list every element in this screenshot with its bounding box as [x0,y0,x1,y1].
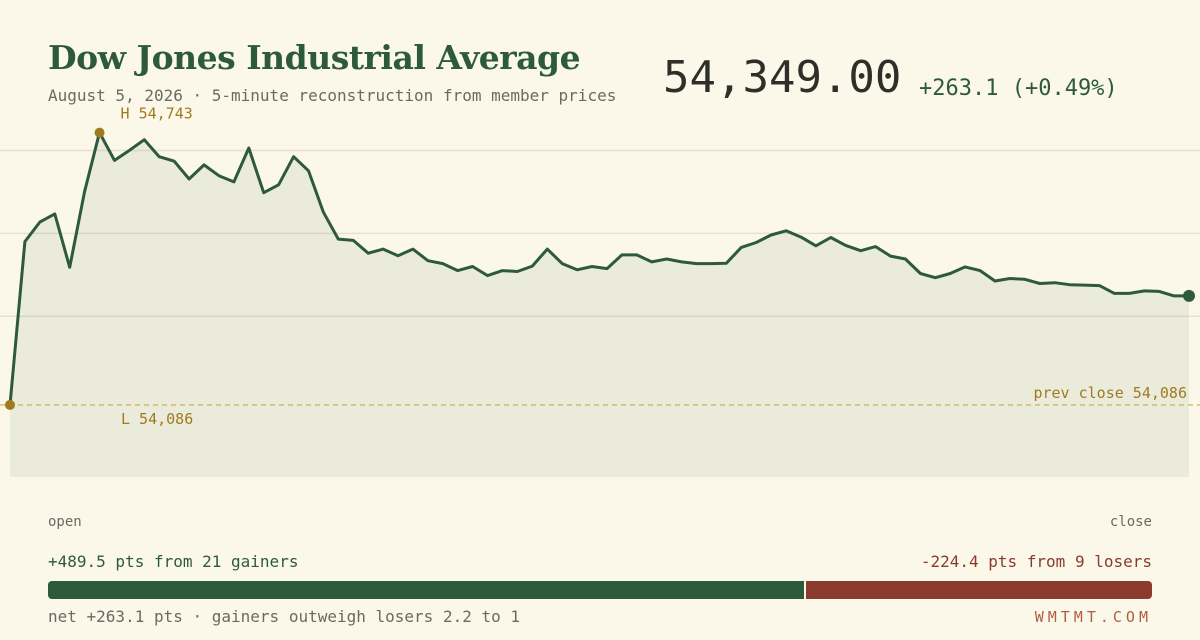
gainers-label: +489.5 pts from 21 gainers [48,552,299,571]
brand-label: WMTMT.COM [1034,608,1152,626]
breadth-bar [48,581,1152,599]
prev-close-label: prev close 54,086 [1033,384,1187,402]
losers-label: -224.4 pts from 9 losers [920,552,1152,571]
page-title: Dow Jones Industrial Average [48,38,581,77]
page-subtitle: August 5, 2026 · 5-minute reconstruction… [48,86,617,105]
losers-bar [805,581,1152,599]
price-area [10,132,1189,477]
grid-lines [0,149,1200,317]
high-marker [94,127,105,138]
intraday-chart: H 54,743 L 54,086 prev close 54,086 [0,105,1200,477]
low-label: L 54,086 [121,410,193,428]
close-marker [1183,289,1195,302]
low-marker [5,399,15,410]
high-label: H 54,743 [121,105,193,123]
price-line [8,131,1191,407]
gainers-bar [48,581,804,599]
x-axis-close-label: close [1109,514,1152,530]
index-price: 54,349.00 [663,52,902,103]
index-change: +263.1 (+0.49%) [919,76,1118,101]
net-summary: net +263.1 pts · gainers outweigh losers… [48,607,521,626]
x-axis-open-label: open [48,514,82,530]
